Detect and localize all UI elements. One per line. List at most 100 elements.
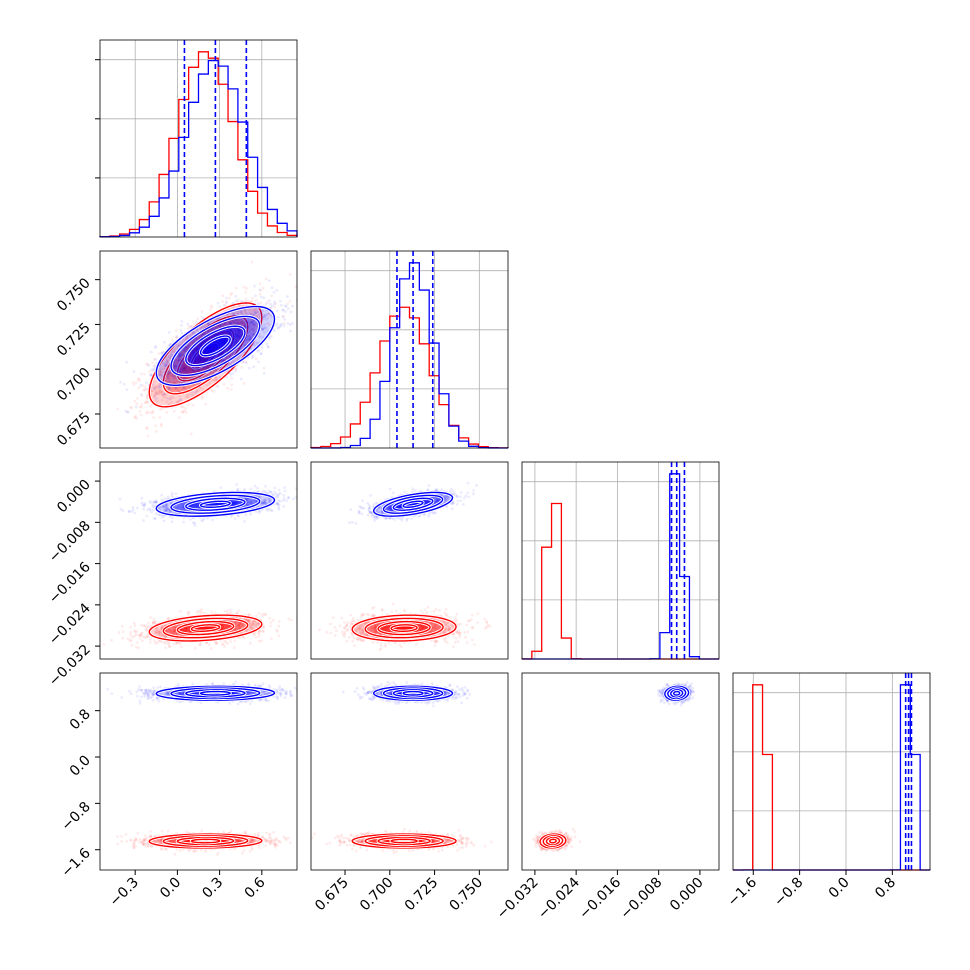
sample-point	[238, 346, 242, 350]
sample-point	[243, 636, 247, 640]
sample-point	[235, 349, 238, 352]
sample-point	[199, 376, 202, 380]
sample-point	[211, 378, 215, 382]
sample-point	[160, 640, 163, 644]
sample-point	[262, 366, 266, 370]
sample-point	[133, 624, 137, 628]
sample-point	[159, 370, 163, 374]
sample-point	[229, 344, 233, 348]
sample-point	[220, 627, 224, 630]
sample-point	[183, 350, 187, 353]
sample-point	[169, 396, 173, 400]
sample-point	[208, 336, 211, 340]
sample-point	[231, 319, 235, 323]
sample-point	[154, 388, 158, 392]
sample-point	[114, 452, 117, 455]
sample-point	[182, 367, 185, 371]
sample-point	[272, 291, 276, 294]
sample-point	[199, 612, 203, 615]
sample-point	[159, 367, 162, 371]
sample-point	[166, 375, 169, 378]
sample-point	[296, 618, 297, 621]
sample-point	[269, 624, 273, 628]
sample-point	[164, 363, 167, 367]
sample-point	[131, 635, 134, 639]
sample-point	[175, 641, 178, 645]
sample-point	[184, 347, 188, 351]
sample-point	[209, 363, 213, 367]
sample-point	[154, 424, 158, 428]
sample-point	[216, 324, 219, 328]
sample-point	[221, 331, 225, 335]
sample-point	[177, 358, 181, 362]
sample-point	[215, 317, 219, 321]
sample-point	[202, 340, 205, 344]
sample-point	[284, 304, 288, 308]
sample-point	[252, 328, 256, 332]
sample-point	[215, 641, 219, 645]
sample-point	[238, 623, 242, 626]
sample-point	[150, 389, 154, 393]
sample-point	[253, 313, 256, 316]
sample-point	[277, 326, 280, 329]
sample-point	[197, 376, 201, 379]
sample-point	[167, 378, 171, 381]
sample-point	[120, 624, 124, 628]
sample-point	[140, 496, 144, 500]
sample-point	[268, 313, 272, 317]
sample-point	[200, 357, 204, 361]
sample-point	[234, 332, 238, 336]
sample-point	[193, 355, 197, 359]
sample-point	[222, 358, 226, 362]
sample-point	[198, 344, 202, 347]
sample-point	[171, 374, 175, 378]
sample-point	[223, 645, 226, 648]
sample-point	[167, 642, 170, 646]
sample-point	[226, 609, 229, 613]
sample-point	[248, 330, 252, 333]
sample-point	[225, 300, 228, 303]
sample-point	[170, 401, 173, 404]
sample-point	[235, 483, 239, 486]
sample-point	[153, 395, 157, 399]
histogram-panel-1	[95, 39, 298, 238]
sample-point	[141, 639, 144, 643]
sample-point	[175, 364, 179, 368]
sample-point	[194, 352, 198, 356]
sample-point	[178, 398, 182, 401]
sample-point	[250, 327, 254, 330]
sample-point	[195, 369, 199, 372]
sample-point	[184, 369, 188, 372]
sample-point	[188, 386, 191, 390]
sample-point	[176, 344, 180, 348]
sample-point	[245, 320, 249, 324]
sample-point	[138, 379, 142, 383]
sample-point	[252, 323, 256, 326]
sample-point	[160, 398, 164, 402]
sample-point	[225, 330, 229, 334]
sample-point	[198, 345, 201, 348]
sample-point	[177, 352, 181, 356]
sample-point	[184, 346, 188, 350]
sample-point	[196, 366, 200, 370]
sample-point	[193, 360, 196, 364]
sample-point	[158, 386, 161, 390]
sample-point	[182, 366, 186, 370]
sample-point	[212, 378, 216, 382]
sample-point	[178, 358, 182, 361]
sample-point	[233, 334, 237, 338]
sample-point	[178, 371, 182, 374]
sample-point	[208, 329, 212, 333]
sample-point	[245, 312, 248, 316]
sample-point	[238, 318, 242, 322]
sample-point	[149, 637, 152, 641]
sample-point	[279, 299, 282, 303]
sample-point	[213, 356, 216, 359]
sample-point	[139, 372, 143, 376]
sample-point	[264, 326, 267, 330]
sample-point	[184, 345, 188, 349]
sample-point	[203, 340, 206, 344]
sample-point	[237, 331, 241, 334]
sample-point	[133, 416, 137, 419]
sample-point	[251, 328, 255, 332]
